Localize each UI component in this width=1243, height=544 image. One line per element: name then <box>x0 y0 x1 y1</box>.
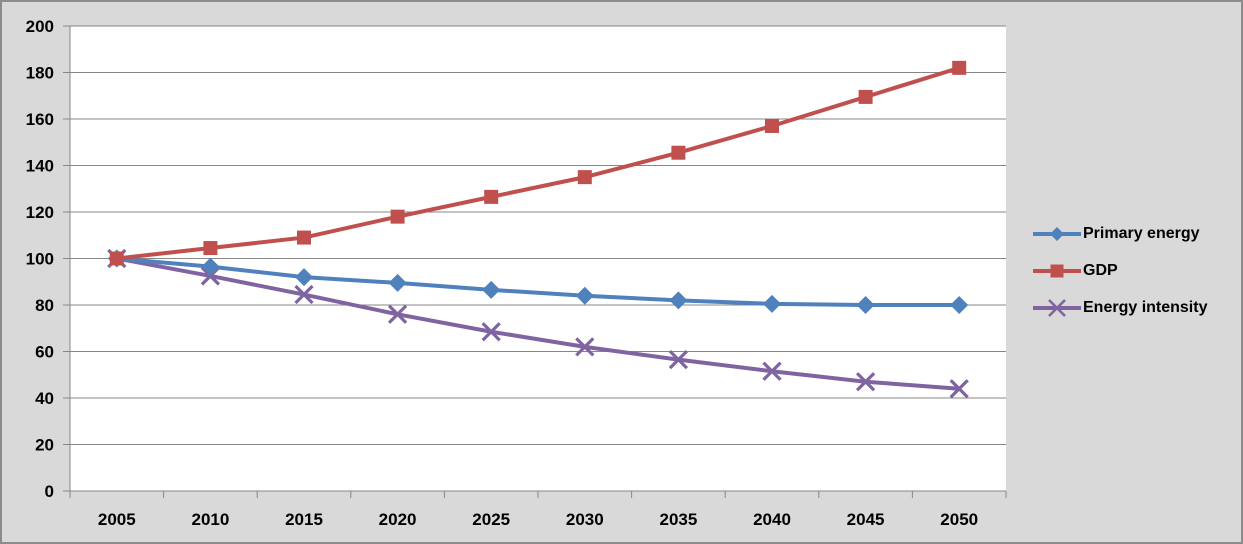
square-marker <box>297 230 311 245</box>
square-marker <box>577 170 592 185</box>
x-marker <box>949 379 969 399</box>
x-axis-tick-label: 2050 <box>940 510 978 529</box>
y-axis-tick-label: 140 <box>26 157 54 176</box>
x-marker <box>387 304 408 324</box>
square-marker <box>109 251 124 266</box>
legend-label-primary-energy: Primary energy <box>1083 224 1200 242</box>
legend-item-gdp: GDP <box>1033 260 1207 281</box>
square-marker <box>952 60 967 75</box>
y-axis-tick-label: 20 <box>35 436 54 455</box>
square-marker <box>390 209 405 224</box>
diamond-marker <box>482 280 501 299</box>
diamond-marker <box>575 286 594 305</box>
y-axis-tick-label: 40 <box>35 389 54 408</box>
x-marker <box>855 372 876 392</box>
x-marker <box>762 361 782 381</box>
x-marker <box>200 266 221 286</box>
x-marker <box>575 337 595 357</box>
x-axis-tick-label: 2015 <box>285 510 323 529</box>
square-marker <box>765 118 779 133</box>
series-gdp <box>109 60 967 266</box>
x-axis-tick-label: 2005 <box>98 510 136 529</box>
y-axis-tick-label: 120 <box>26 203 54 222</box>
x-marker <box>294 284 314 305</box>
primary-energy-line-diamond-icon <box>1033 226 1081 241</box>
diamond-marker <box>295 268 313 287</box>
square-marker <box>203 241 218 256</box>
legend-item-primary-energy: Primary energy <box>1033 223 1207 244</box>
energy-intensity-line-x-icon <box>1033 298 1081 317</box>
legend: Primary energy GDP Energy intensity <box>1033 223 1207 318</box>
x-marker <box>481 322 501 342</box>
x-axis-tick-label: 2045 <box>847 510 885 529</box>
y-axis-tick-label: 60 <box>35 343 54 362</box>
legend-label-energy-intensity: Energy intensity <box>1083 298 1208 316</box>
square-marker <box>484 189 499 204</box>
x-axis-tick-label: 2020 <box>379 510 417 529</box>
y-axis-tick-label: 80 <box>35 296 54 315</box>
y-axis-tick-label: 100 <box>26 250 54 269</box>
legend-item-energy-intensity: Energy intensity <box>1033 297 1207 318</box>
diamond-marker <box>763 294 781 313</box>
gdp-line-square-icon <box>1033 264 1081 277</box>
x-marker <box>1048 298 1066 317</box>
x-marker <box>668 350 689 370</box>
series-line <box>116 65 960 261</box>
y-axis-tick-label: 160 <box>26 110 54 129</box>
series-line <box>116 256 960 391</box>
x-axis-tick-label: 2040 <box>753 510 791 529</box>
diamond-marker <box>1050 226 1064 241</box>
diamond-marker <box>201 257 220 276</box>
square-marker <box>858 89 873 104</box>
square-marker <box>1050 264 1064 277</box>
y-axis-tick-label: 0 <box>45 482 54 501</box>
x-axis-tick-label: 2030 <box>566 510 604 529</box>
diamond-marker <box>856 296 875 314</box>
series-line <box>116 256 960 307</box>
square-marker <box>671 145 686 160</box>
diamond-marker <box>669 291 688 310</box>
legend-label-gdp: GDP <box>1083 261 1118 279</box>
y-axis-tick-label: 200 <box>26 17 54 36</box>
y-axis-tick-label: 180 <box>26 64 54 83</box>
diamond-marker <box>388 273 407 292</box>
x-axis-tick-label: 2010 <box>191 510 229 529</box>
x-axis-tick-label: 2025 <box>472 510 510 529</box>
x-axis-tick-label: 2035 <box>659 510 697 529</box>
diamond-marker <box>950 296 969 314</box>
